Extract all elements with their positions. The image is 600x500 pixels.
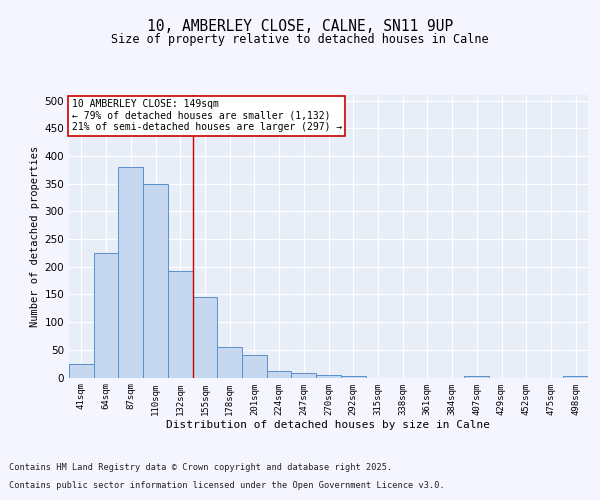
Bar bbox=[118, 167, 143, 378]
Bar bbox=[217, 347, 242, 378]
X-axis label: Distribution of detached houses by size in Calne: Distribution of detached houses by size … bbox=[167, 420, 491, 430]
Bar bbox=[292, 373, 316, 378]
Bar bbox=[464, 376, 489, 378]
Bar bbox=[341, 376, 365, 378]
Bar bbox=[193, 297, 217, 378]
Bar bbox=[267, 372, 292, 378]
Text: 10, AMBERLEY CLOSE, CALNE, SN11 9UP: 10, AMBERLEY CLOSE, CALNE, SN11 9UP bbox=[147, 19, 453, 34]
Text: Contains public sector information licensed under the Open Government Licence v3: Contains public sector information licen… bbox=[9, 481, 445, 490]
Text: Size of property relative to detached houses in Calne: Size of property relative to detached ho… bbox=[111, 34, 489, 46]
Bar bbox=[242, 356, 267, 378]
Bar bbox=[94, 253, 118, 378]
Text: Contains HM Land Registry data © Crown copyright and database right 2025.: Contains HM Land Registry data © Crown c… bbox=[9, 464, 392, 472]
Bar bbox=[69, 364, 94, 378]
Bar bbox=[143, 184, 168, 378]
Bar bbox=[316, 374, 341, 378]
Bar bbox=[168, 271, 193, 378]
Text: 10 AMBERLEY CLOSE: 149sqm
← 79% of detached houses are smaller (1,132)
21% of se: 10 AMBERLEY CLOSE: 149sqm ← 79% of detac… bbox=[71, 99, 342, 132]
Bar bbox=[563, 376, 588, 378]
Y-axis label: Number of detached properties: Number of detached properties bbox=[30, 146, 40, 327]
